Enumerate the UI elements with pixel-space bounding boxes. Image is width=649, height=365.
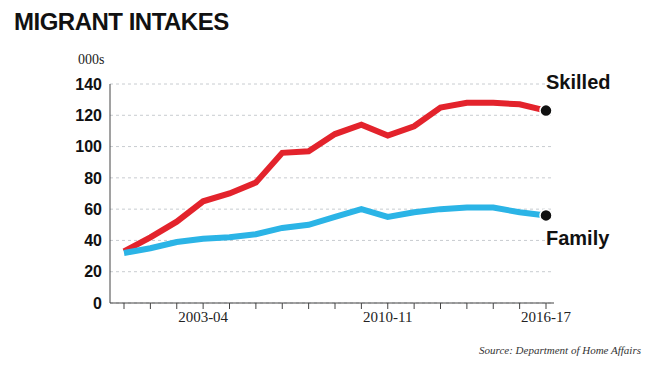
html-text:000s: 000s <box>78 52 105 67</box>
html-text:Source: Department of Home Aff: Source: Department of Home Affairs <box>479 344 641 356</box>
svg-text:100: 100 <box>75 138 102 155</box>
svg-text:40: 40 <box>84 232 102 249</box>
svg-text:2003-04: 2003-04 <box>178 309 228 325</box>
svg-text:120: 120 <box>75 107 102 124</box>
svg-text:0: 0 <box>93 295 102 312</box>
svg-text:2016-17: 2016-17 <box>521 309 571 325</box>
svg-text:20: 20 <box>84 263 102 280</box>
svg-text:2010-11: 2010-11 <box>363 309 412 325</box>
svg-text:140: 140 <box>75 76 102 93</box>
svg-text:Family: Family <box>546 227 610 249</box>
svg-text:80: 80 <box>84 170 102 187</box>
svg-text:60: 60 <box>84 201 102 218</box>
html-text:MIGRANT INTAKES: MIGRANT INTAKES <box>14 8 229 35</box>
svg-text:Skilled: Skilled <box>546 71 610 93</box>
